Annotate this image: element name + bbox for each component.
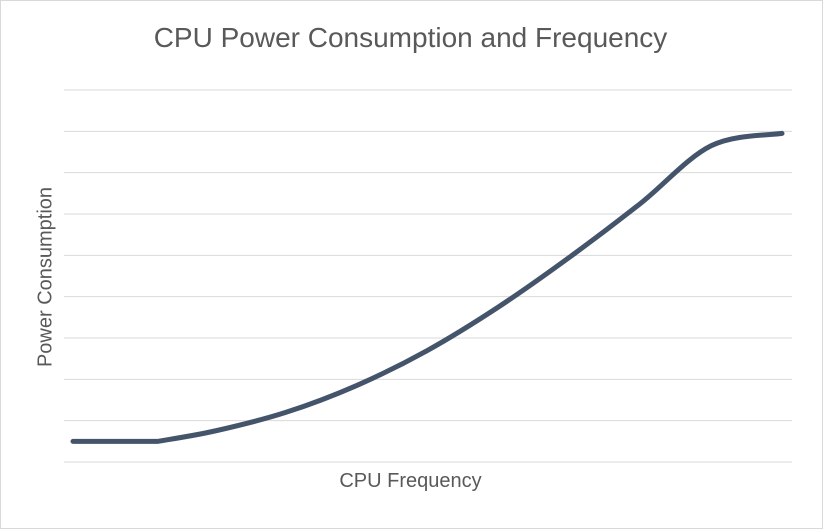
x-axis-label: CPU Frequency bbox=[339, 470, 482, 492]
series-line-0 bbox=[70, 130, 785, 444]
chart-title: CPU Power Consumption and Frequency bbox=[153, 22, 668, 53]
